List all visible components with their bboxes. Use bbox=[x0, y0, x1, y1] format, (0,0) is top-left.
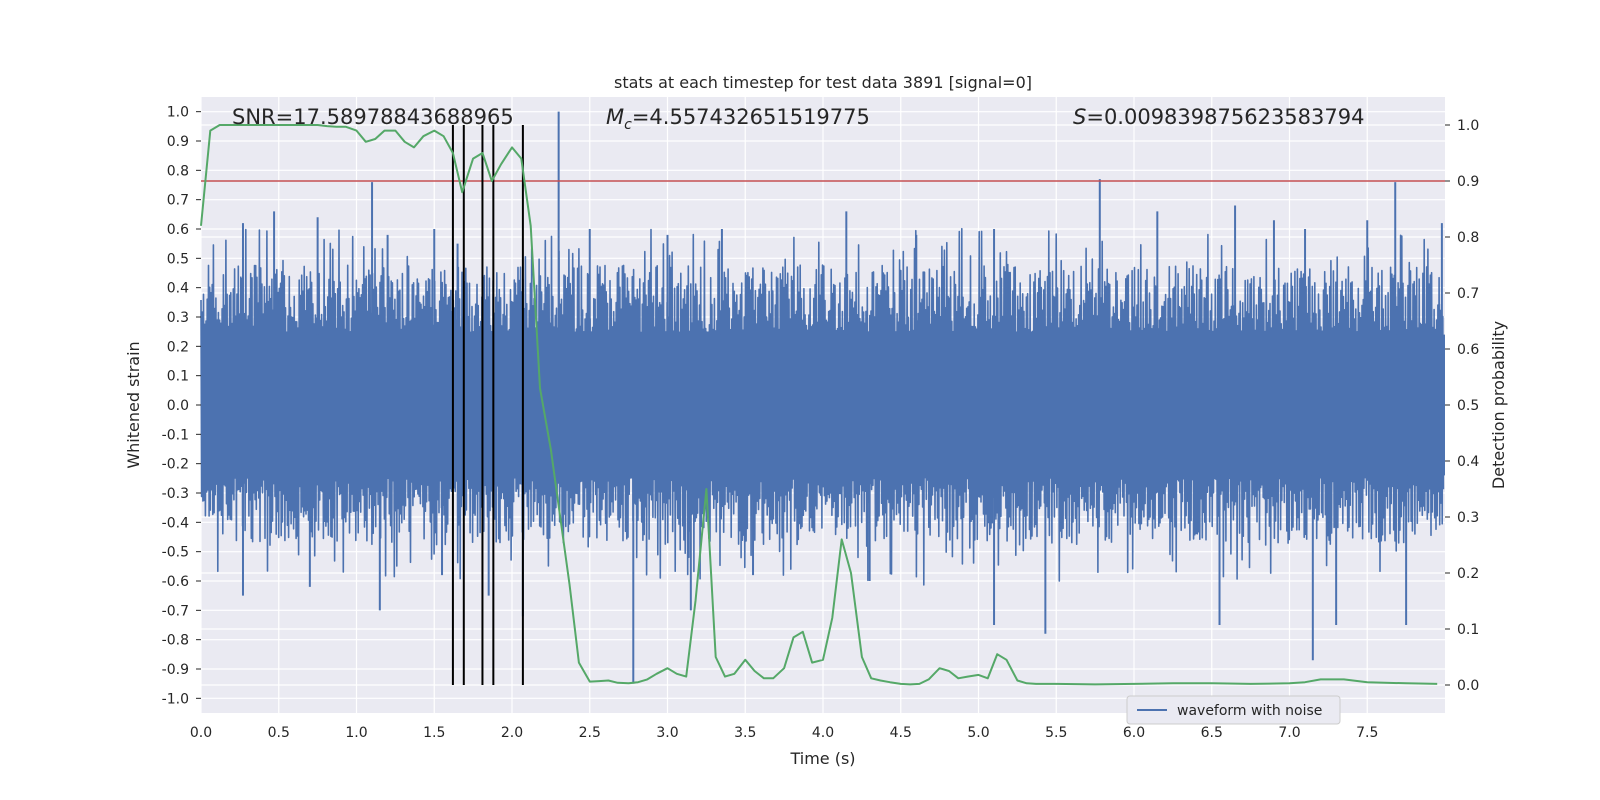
chirp-mass-annotation: Mc=4.557432651519775 bbox=[606, 105, 870, 133]
y-tick-label: 0.7 bbox=[167, 193, 189, 209]
x-tick-label: 3.0 bbox=[656, 725, 678, 741]
y-tick-label: -0.3 bbox=[162, 486, 189, 502]
waveform-core bbox=[201, 334, 1445, 476]
y-tick-label: -0.1 bbox=[162, 427, 189, 443]
y2-tick-label: 1.0 bbox=[1457, 118, 1479, 134]
chirp-mass-symbol: M bbox=[606, 105, 624, 129]
y-tick-label: -0.5 bbox=[162, 545, 189, 561]
y-tick-label: -0.7 bbox=[162, 603, 189, 619]
legend-box bbox=[1126, 695, 1341, 725]
x-tick-label: 2.5 bbox=[579, 725, 601, 741]
y2-tick-label: 0.2 bbox=[1457, 566, 1479, 582]
y2-tick-label: 0.4 bbox=[1457, 454, 1479, 470]
s-annotation: S=0.009839875623583794 bbox=[1073, 105, 1364, 129]
y-tick-label: 0.9 bbox=[167, 134, 189, 150]
y-axis-label: Whitened strain bbox=[124, 341, 143, 468]
x-tick-label: 6.0 bbox=[1123, 725, 1145, 741]
legend-label: waveform with noise bbox=[1177, 703, 1322, 719]
x-axis-label: Time (s) bbox=[789, 749, 855, 768]
y-tick-label: 0.1 bbox=[167, 369, 189, 385]
axes: 0.0 0.5 1.0 1.5 2.0 2.5 3.0 3.5 4.0 4.5 5.0 5.5 6.0 6… bbox=[162, 105, 1480, 741]
y-tick-label: -0.2 bbox=[162, 457, 189, 473]
chirp-mass-subscript: c bbox=[624, 117, 632, 133]
s-symbol: S bbox=[1073, 105, 1086, 129]
y2-tick-label: 0.6 bbox=[1457, 342, 1479, 358]
y-tick-label: 0.6 bbox=[167, 222, 189, 238]
y2-tick-label: 0.0 bbox=[1457, 678, 1479, 694]
probability-line bbox=[200, 124, 1438, 686]
y-tick-label: -0.9 bbox=[162, 662, 189, 678]
y-tick-label: 0.0 bbox=[167, 398, 189, 414]
x-tick-label: 7.5 bbox=[1356, 725, 1378, 741]
y-tick-label: 0.8 bbox=[167, 163, 189, 179]
y-tick-label: 0.2 bbox=[167, 339, 189, 355]
y2-tick-label: 0.9 bbox=[1457, 174, 1479, 190]
y2-tick-label: 0.3 bbox=[1457, 510, 1479, 526]
x-tick-label: 7.0 bbox=[1278, 725, 1300, 741]
x-tick-label: 4.5 bbox=[890, 725, 912, 741]
y-tick-label: 0.4 bbox=[167, 281, 189, 297]
y-tick-label: -0.8 bbox=[162, 633, 189, 649]
y2-tick-label: 0.1 bbox=[1457, 622, 1479, 638]
waveform-series bbox=[200, 111, 1445, 684]
y-tick-label: -1.0 bbox=[162, 691, 189, 707]
s-value: =0.009839875623583794 bbox=[1086, 105, 1364, 129]
legend: waveform with noise bbox=[1126, 695, 1341, 725]
y-tick-label: -0.4 bbox=[162, 515, 189, 531]
chirp-mass-value: =4.557432651519775 bbox=[632, 105, 870, 129]
x-tick-label: 5.0 bbox=[967, 725, 989, 741]
y2-tick-label: 0.8 bbox=[1457, 230, 1479, 246]
y2-tick-label: 0.5 bbox=[1457, 398, 1479, 414]
y-tick-label: -0.6 bbox=[162, 574, 189, 590]
x-tick-label: 4.0 bbox=[812, 725, 834, 741]
x-tick-label: 3.5 bbox=[734, 725, 756, 741]
x-tick-label: 2.0 bbox=[501, 725, 523, 741]
x-tick-label: 1.0 bbox=[345, 725, 367, 741]
x-tick-label: 0.0 bbox=[190, 725, 212, 741]
x-tick-label: 5.5 bbox=[1045, 725, 1067, 741]
x-tick-label: 1.5 bbox=[423, 725, 445, 741]
y2-axis-label: Detection probability bbox=[1489, 321, 1508, 489]
y-tick-label: 1.0 bbox=[167, 105, 189, 121]
event-markers bbox=[451, 125, 524, 685]
probability-series bbox=[200, 124, 1438, 686]
y2-tick-label: 0.7 bbox=[1457, 286, 1479, 302]
y-tick-label: 0.5 bbox=[167, 251, 189, 267]
y-tick-label: 0.3 bbox=[167, 310, 189, 326]
x-tick-label: 0.5 bbox=[268, 725, 290, 741]
x-tick-label: 6.5 bbox=[1201, 725, 1223, 741]
chart-title: stats at each timestep for test data 389… bbox=[614, 73, 1032, 92]
snr-annotation: SNR=17.58978843688965 bbox=[232, 105, 514, 129]
